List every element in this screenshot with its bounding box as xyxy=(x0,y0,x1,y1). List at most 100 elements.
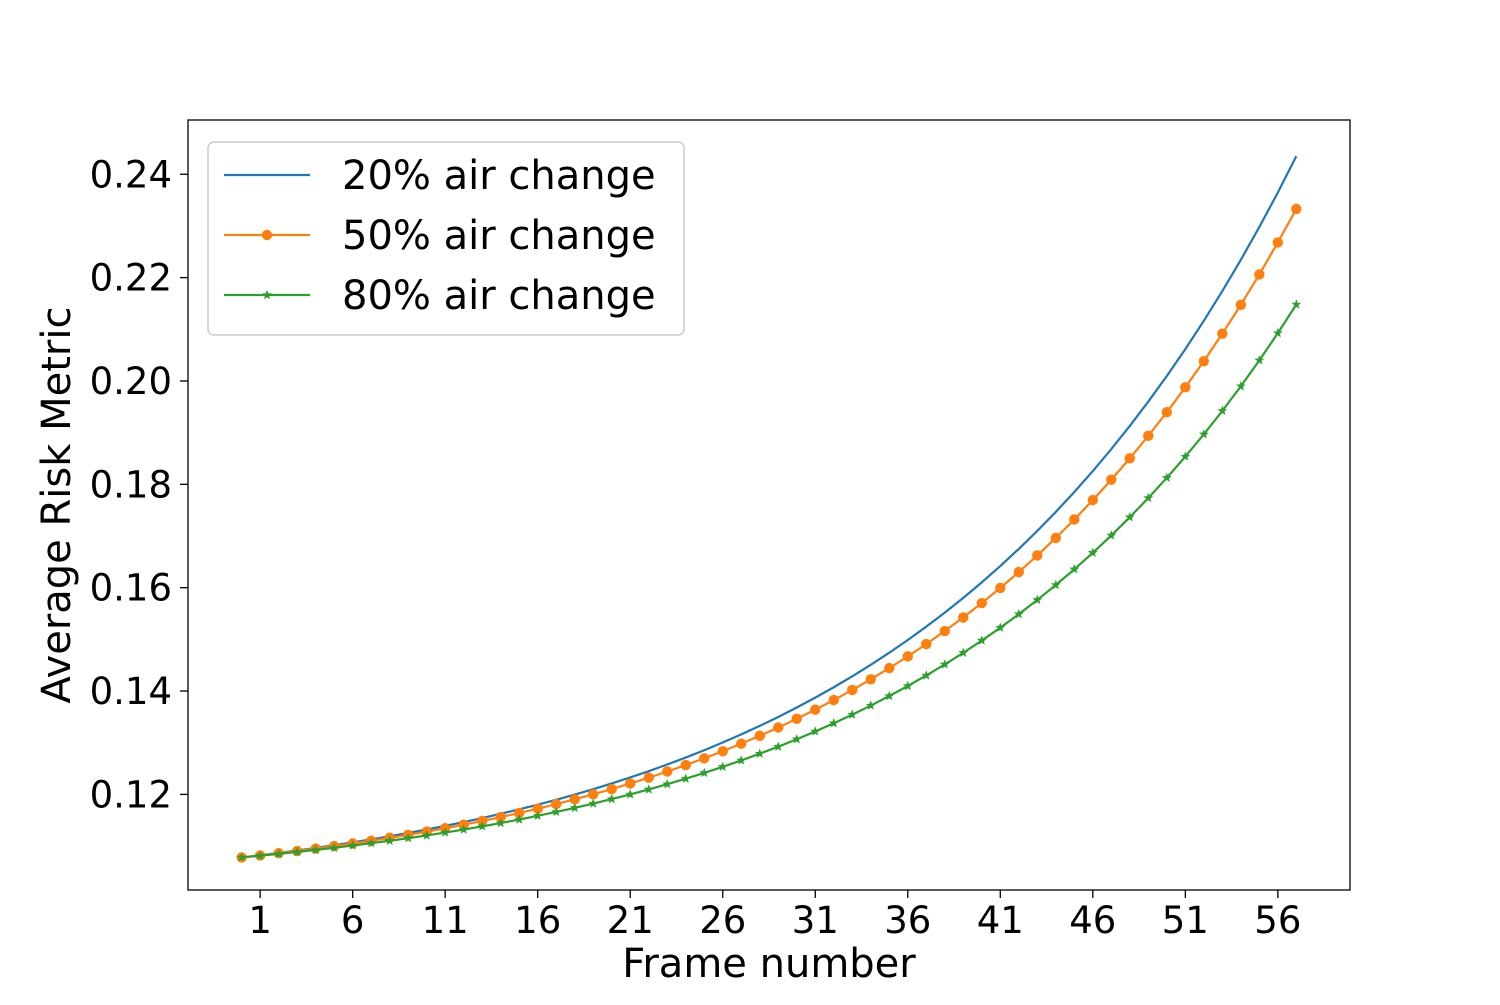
data-point xyxy=(995,622,1006,632)
data-point xyxy=(958,647,969,657)
data-point xyxy=(736,738,747,749)
y-tick-label: 0.12 xyxy=(90,773,172,816)
series-line xyxy=(241,208,1298,859)
x-tick-label: 36 xyxy=(884,899,931,942)
data-point xyxy=(1217,405,1228,416)
data-point xyxy=(1013,566,1024,578)
data-point xyxy=(477,821,488,831)
data-point xyxy=(569,802,580,813)
data-point xyxy=(699,767,710,778)
data-point xyxy=(810,726,821,736)
y-tick-label: 0.20 xyxy=(90,360,172,403)
x-tick-label: 31 xyxy=(792,899,839,942)
data-point xyxy=(902,651,913,662)
y-tick-label: 0.22 xyxy=(90,257,172,300)
data-point xyxy=(976,635,987,645)
data-point xyxy=(921,638,932,650)
legend: 20% air change 50% air change 80% air chan… xyxy=(207,141,685,336)
data-point xyxy=(347,840,358,850)
data-point xyxy=(273,848,284,859)
data-point xyxy=(939,659,950,669)
data-point xyxy=(606,793,617,804)
data-point xyxy=(754,730,765,741)
x-tick-label: 16 xyxy=(514,899,561,942)
data-point xyxy=(310,844,321,855)
y-tick-label: 0.18 xyxy=(90,463,172,506)
data-point xyxy=(680,773,691,783)
data-point xyxy=(1198,355,1210,367)
data-point xyxy=(1013,608,1024,619)
data-point xyxy=(1143,430,1154,442)
data-point xyxy=(939,625,950,637)
x-tick-label: 6 xyxy=(341,899,365,942)
data-point xyxy=(1235,381,1246,391)
data-point xyxy=(1032,594,1043,605)
data-point xyxy=(1254,355,1265,365)
data-point xyxy=(292,846,303,857)
data-point xyxy=(1143,492,1154,503)
data-point xyxy=(958,612,969,623)
data-point xyxy=(458,824,469,834)
data-point xyxy=(1217,328,1228,339)
x-axis-label: Frame number xyxy=(622,941,916,987)
y-axis: 0.12 0.14 0.16 0.18 0.20 0.22 0.24 xyxy=(90,153,188,816)
data-point xyxy=(588,789,599,800)
series-line xyxy=(241,303,1298,859)
y-tick-label: 0.14 xyxy=(90,670,172,713)
data-point xyxy=(1180,451,1191,461)
data-point xyxy=(791,713,802,725)
data-point xyxy=(421,830,432,840)
data-point xyxy=(717,745,728,757)
data-point xyxy=(588,798,599,808)
data-point xyxy=(1180,382,1191,393)
x-tick-label: 11 xyxy=(422,899,469,942)
data-point xyxy=(680,759,691,771)
data-point xyxy=(1198,429,1209,439)
data-point xyxy=(865,674,876,685)
data-point xyxy=(329,842,340,853)
series-layer xyxy=(236,155,1302,863)
data-point xyxy=(569,794,580,805)
data-point xyxy=(828,718,839,728)
data-point xyxy=(625,789,636,799)
data-point xyxy=(403,832,414,843)
data-point xyxy=(1106,530,1117,540)
x-tick-label: 41 xyxy=(977,899,1024,942)
data-point xyxy=(606,783,617,795)
data-point xyxy=(495,817,506,828)
data-point xyxy=(551,798,562,810)
data-point xyxy=(1050,579,1061,590)
data-point xyxy=(847,709,858,719)
data-point xyxy=(773,741,784,751)
data-point xyxy=(884,662,895,674)
x-tick-label: 26 xyxy=(699,899,746,942)
data-point xyxy=(551,806,562,817)
data-point xyxy=(884,690,895,701)
legend-box xyxy=(207,141,685,336)
data-point xyxy=(477,815,488,827)
y-tick-label: 0.24 xyxy=(90,153,172,196)
data-point xyxy=(1124,511,1135,522)
data-point xyxy=(921,670,932,680)
data-point xyxy=(384,835,395,845)
data-point xyxy=(828,694,839,706)
x-tick-label: 56 xyxy=(1254,899,1301,942)
legend-label: 20% air change xyxy=(342,153,656,199)
x-tick-label: 1 xyxy=(248,899,272,942)
data-point xyxy=(1087,547,1098,557)
data-point xyxy=(532,803,543,814)
data-point xyxy=(1124,453,1136,464)
data-point xyxy=(1069,564,1080,574)
data-point xyxy=(995,582,1006,594)
data-point xyxy=(1272,237,1284,248)
data-point xyxy=(514,814,525,824)
data-point xyxy=(236,852,247,862)
data-point xyxy=(1050,532,1061,544)
legend-marker xyxy=(262,289,272,300)
legend-marker xyxy=(261,229,273,241)
series-80-air-change xyxy=(236,299,1302,862)
x-tick-label: 46 xyxy=(1069,899,1116,942)
data-point xyxy=(773,722,784,733)
data-point xyxy=(495,811,506,823)
